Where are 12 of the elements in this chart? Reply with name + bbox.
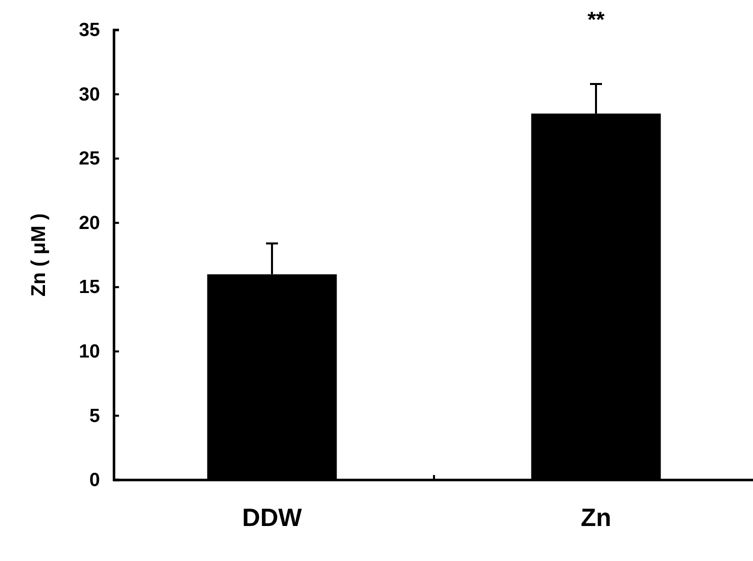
y-tick-label: 0 — [89, 470, 100, 492]
y-tick-label: 10 — [78, 342, 100, 363]
y-tick-label: 35 — [78, 20, 100, 42]
x-tick-label: DDW — [242, 504, 302, 532]
y-axis-title: Zn ( μM ) — [28, 213, 50, 297]
y-tick-label: 30 — [78, 84, 100, 106]
y-tick-label: 15 — [78, 277, 100, 298]
annotation: ** — [587, 7, 605, 32]
y-tick-label: 20 — [78, 212, 100, 234]
y-tick-label: 25 — [78, 148, 100, 170]
y-tick-label: 5 — [89, 406, 100, 427]
x-tick-label: Zn — [580, 504, 612, 532]
